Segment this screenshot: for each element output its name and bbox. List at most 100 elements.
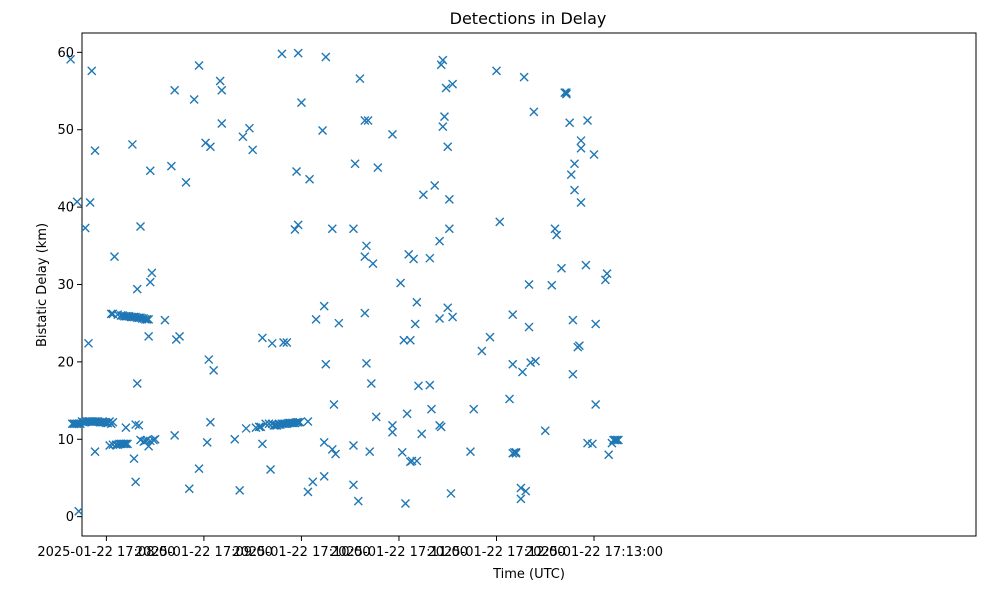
- data-point: [412, 456, 422, 466]
- data-point: [248, 145, 258, 155]
- data-point: [583, 115, 593, 125]
- y-tick-label: 50: [57, 123, 74, 138]
- y-tick-label: 10: [57, 433, 74, 448]
- data-point: [518, 367, 527, 377]
- data-point: [319, 437, 329, 447]
- data-point: [348, 440, 358, 450]
- data-point: [209, 365, 219, 375]
- data-point: [438, 55, 448, 65]
- data-point: [201, 138, 211, 148]
- data-point: [119, 439, 129, 449]
- data-point: [134, 420, 144, 430]
- data-point: [591, 319, 601, 329]
- data-point: [319, 471, 329, 481]
- data-point: [418, 190, 428, 200]
- data-point: [170, 85, 180, 95]
- data-point: [557, 263, 567, 273]
- data-point: [561, 89, 571, 99]
- data-point: [257, 439, 267, 449]
- data-point: [443, 303, 453, 313]
- data-point: [84, 338, 93, 348]
- data-point: [504, 394, 514, 404]
- data-point: [436, 422, 446, 432]
- data-point: [508, 310, 518, 320]
- data-point: [524, 280, 534, 289]
- data-point: [303, 487, 313, 497]
- x-tick-label: 2025-01-22 17:08:00: [37, 545, 175, 560]
- data-point: [426, 404, 436, 414]
- data-point: [399, 335, 409, 345]
- data-point: [516, 494, 526, 504]
- chart-title: Detections in Delay: [450, 9, 607, 28]
- data-point: [144, 331, 154, 341]
- data-point: [217, 119, 227, 129]
- data-point: [321, 52, 331, 62]
- x-tick-label: 2025-01-22 17:09:00: [135, 545, 273, 560]
- data-point: [292, 167, 302, 177]
- data-point: [261, 419, 271, 429]
- data-point: [131, 477, 141, 487]
- data-points: [66, 48, 623, 516]
- data-point: [266, 464, 276, 474]
- data-point: [348, 480, 358, 490]
- x-tick-label: 2025-01-22 17:13:00: [525, 545, 663, 560]
- data-point: [166, 161, 176, 171]
- data-point: [402, 409, 412, 419]
- data-point: [355, 74, 365, 84]
- data-point: [136, 221, 146, 231]
- data-point: [366, 379, 376, 389]
- data-point: [574, 341, 584, 351]
- data-point: [587, 439, 597, 449]
- data-point: [570, 185, 580, 195]
- data-point: [565, 118, 575, 128]
- data-point: [417, 429, 427, 439]
- data-point: [409, 254, 419, 264]
- data-point: [361, 241, 371, 251]
- data-point: [194, 464, 204, 474]
- data-point: [612, 435, 622, 445]
- data-point: [491, 66, 501, 76]
- data-point: [529, 107, 539, 117]
- data-point: [311, 314, 321, 324]
- data-point: [371, 412, 381, 422]
- data-point: [264, 419, 274, 429]
- data-point: [66, 54, 76, 64]
- data-point: [144, 441, 154, 451]
- data-point: [303, 416, 313, 426]
- data-point: [521, 486, 531, 496]
- data-point: [140, 314, 150, 324]
- data-point: [410, 319, 420, 329]
- data-point: [516, 483, 526, 493]
- y-tick-label: 20: [57, 355, 74, 370]
- data-point: [448, 79, 458, 89]
- data-point: [446, 488, 456, 498]
- data-point: [448, 312, 458, 322]
- data-point: [254, 422, 264, 432]
- data-point: [175, 331, 185, 341]
- data-point: [282, 338, 292, 348]
- data-point: [604, 450, 614, 460]
- data-point: [400, 499, 410, 508]
- data-point: [194, 61, 204, 70]
- data-point: [524, 322, 534, 332]
- data-point: [552, 230, 562, 240]
- data-point: [127, 139, 137, 149]
- data-point: [576, 136, 586, 146]
- data-point: [318, 126, 328, 135]
- data-point: [145, 436, 155, 446]
- data-point: [602, 269, 612, 279]
- data-point: [363, 115, 373, 125]
- data-point: [576, 143, 586, 153]
- data-point: [360, 252, 370, 262]
- data-point: [469, 404, 479, 414]
- data-point: [72, 197, 82, 207]
- data-point: [435, 314, 445, 324]
- data-point: [540, 426, 550, 436]
- x-tick-label: 2025-01-22 17:10:00: [232, 545, 370, 560]
- data-point: [244, 123, 254, 133]
- data-point: [373, 163, 383, 173]
- data-point: [184, 484, 194, 494]
